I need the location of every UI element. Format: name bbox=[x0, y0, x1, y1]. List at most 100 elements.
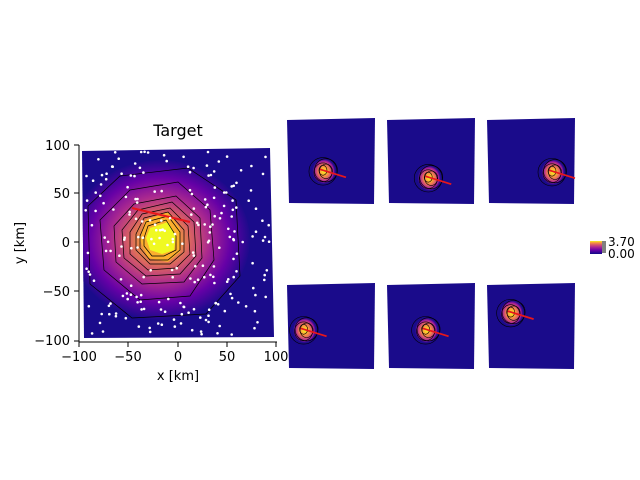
small-panel-contour bbox=[423, 171, 433, 183]
station-dot bbox=[231, 208, 235, 212]
station-dot bbox=[168, 216, 172, 220]
small-panel-contour bbox=[299, 323, 308, 335]
station-dot bbox=[190, 192, 194, 196]
small-panel-direction-line bbox=[548, 169, 576, 180]
small-panel-contour bbox=[419, 165, 444, 190]
station-dot bbox=[252, 286, 255, 290]
station-dot bbox=[213, 281, 216, 285]
station-dot bbox=[230, 296, 234, 300]
station-dot bbox=[153, 190, 156, 193]
station-dot bbox=[203, 198, 207, 201]
station-dot bbox=[180, 312, 184, 316]
station-dot bbox=[254, 230, 258, 233]
station-dot bbox=[230, 215, 233, 218]
station-dot bbox=[209, 273, 212, 277]
station-dot bbox=[139, 150, 143, 154]
small-panel-contour bbox=[294, 317, 319, 342]
xtick-label: 0 bbox=[174, 350, 182, 365]
station-dot bbox=[254, 293, 257, 297]
small-panel-contour bbox=[421, 322, 436, 338]
station-dot bbox=[158, 228, 162, 232]
station-dot bbox=[222, 191, 226, 194]
station-dot bbox=[139, 300, 142, 304]
station-dot bbox=[97, 158, 100, 161]
station-dot bbox=[187, 311, 190, 315]
station-dot bbox=[217, 160, 221, 163]
station-dot bbox=[170, 268, 174, 272]
station-dot bbox=[90, 332, 94, 335]
ytick-label: 50 bbox=[53, 187, 70, 202]
small-panel-contour bbox=[314, 158, 338, 183]
station-dot bbox=[261, 239, 265, 242]
station-dot bbox=[134, 217, 138, 221]
station-dot bbox=[220, 211, 223, 215]
station-dot bbox=[204, 205, 208, 209]
station-dot bbox=[157, 300, 161, 304]
station-dot bbox=[199, 316, 202, 319]
station-dot bbox=[212, 275, 215, 279]
small-panel-contour bbox=[421, 323, 430, 335]
small-panel-contour bbox=[416, 317, 441, 342]
station-dot bbox=[179, 301, 182, 305]
station-dot bbox=[141, 236, 145, 239]
station-dot bbox=[249, 189, 253, 192]
station-dot bbox=[118, 254, 121, 257]
station-dot bbox=[85, 174, 88, 178]
station-dot bbox=[124, 316, 128, 320]
station-dot bbox=[231, 199, 234, 202]
station-dot bbox=[192, 166, 195, 170]
small-panel-direction-line bbox=[300, 327, 327, 338]
station-dot bbox=[91, 179, 95, 182]
station-dot bbox=[104, 249, 108, 253]
ytick-label: 100 bbox=[45, 139, 70, 154]
colorbar-label-bottom: 0.00 bbox=[608, 247, 635, 261]
station-dot bbox=[209, 173, 213, 177]
station-dot bbox=[199, 330, 203, 333]
station-dot bbox=[173, 232, 177, 236]
station-dot bbox=[137, 325, 141, 328]
station-dot bbox=[218, 246, 221, 249]
station-dot bbox=[222, 204, 226, 208]
station-dot bbox=[223, 309, 227, 313]
station-dot bbox=[135, 201, 139, 204]
ytick-label: −100 bbox=[34, 334, 70, 349]
station-dot bbox=[133, 162, 137, 165]
station-dot bbox=[191, 251, 195, 254]
station-dot bbox=[182, 305, 186, 309]
station-dot bbox=[99, 183, 103, 186]
station-dot bbox=[163, 229, 166, 233]
station-dot bbox=[153, 223, 157, 226]
station-dot bbox=[218, 217, 222, 220]
station-dot bbox=[212, 196, 216, 200]
station-dot bbox=[209, 225, 212, 228]
station-dot bbox=[230, 333, 233, 336]
station-dot bbox=[99, 194, 102, 198]
station-dot bbox=[117, 157, 120, 160]
station-dot bbox=[201, 264, 205, 268]
station-dot bbox=[142, 171, 145, 174]
station-dot bbox=[175, 266, 178, 270]
station-dot bbox=[112, 208, 115, 211]
station-dot bbox=[103, 236, 106, 239]
station-dot bbox=[148, 330, 152, 334]
station-dot bbox=[204, 318, 208, 322]
station-dot bbox=[105, 172, 108, 175]
station-dot bbox=[186, 165, 190, 168]
station-dot bbox=[251, 261, 254, 265]
station-dot bbox=[136, 246, 139, 249]
small-panel-contour bbox=[537, 158, 567, 187]
station-dot bbox=[104, 177, 108, 181]
station-dot bbox=[146, 151, 150, 154]
small-panel-background bbox=[287, 283, 375, 369]
station-dot bbox=[261, 219, 264, 222]
station-dot bbox=[212, 170, 216, 173]
small-panel-contour bbox=[424, 170, 439, 186]
station-dot bbox=[107, 304, 111, 308]
small-panel bbox=[487, 118, 576, 204]
station-dot bbox=[179, 322, 183, 325]
main-title: Target bbox=[152, 121, 203, 140]
station-dot bbox=[232, 275, 235, 279]
station-dot bbox=[167, 297, 170, 301]
colorbar-swatch bbox=[590, 241, 602, 254]
station-dot bbox=[225, 191, 228, 194]
